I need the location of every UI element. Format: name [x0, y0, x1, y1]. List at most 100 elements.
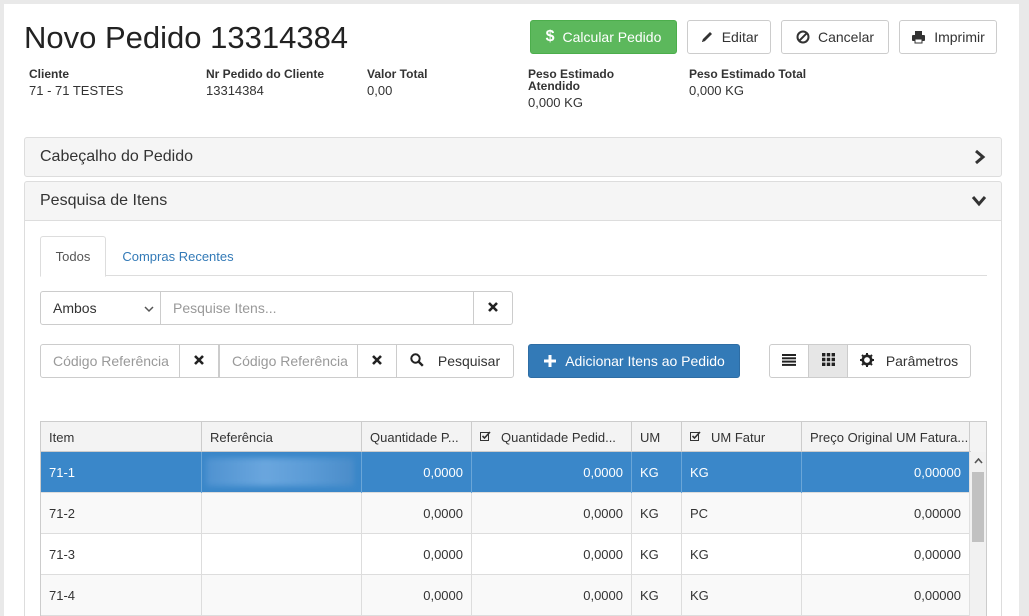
grid-icon	[821, 353, 835, 369]
column-header-label: UM	[640, 429, 661, 445]
dollar-icon: $	[545, 28, 555, 45]
summary-value: 0,000 KG	[528, 95, 583, 110]
cell-quantidade-pedida[interactable]: 0,0000	[472, 575, 632, 616]
cell-item: 71-2	[41, 493, 202, 534]
column-header-preco-original[interactable]: Preço Original UM Fatura...	[802, 422, 970, 452]
search-icon	[410, 352, 424, 370]
list-view-button[interactable]	[769, 344, 809, 378]
summary-label: Valor Total	[367, 67, 428, 81]
codigo-referencia-input-2[interactable]: Código Referência	[219, 344, 358, 378]
summary-label: Atendido	[528, 79, 580, 93]
summary-label: Nr Pedido do Cliente	[206, 67, 325, 81]
summary-nr-pedido: Nr Pedido do Cliente 13314384	[206, 68, 324, 98]
tab-todos[interactable]: Todos	[40, 236, 106, 277]
summary-label: Peso Estimado Total	[689, 67, 807, 81]
cancelar-label: Cancelar	[817, 29, 875, 45]
cell-quantidade-p: 0,0000	[362, 493, 472, 534]
parametros-button[interactable]: Parâmetros	[847, 344, 971, 378]
editar-button[interactable]: Editar	[687, 20, 771, 54]
column-header-um-fatur[interactable]: UM Fatur	[682, 422, 802, 452]
cell-quantidade-pedida[interactable]: 0,0000	[472, 493, 632, 534]
page-title: Novo Pedido 13314384	[24, 20, 349, 55]
table-row[interactable]: 71-2 0,0000 0,0000 KG PC 0,00000	[41, 493, 969, 534]
summary-valor-total: Valor Total 0,00	[367, 68, 427, 98]
adicionar-itens-label: Adicionar Itens ao Pedido	[565, 353, 725, 369]
chevron-right-icon	[973, 149, 987, 170]
summary-cliente: Cliente 71 - 71 TESTES	[29, 68, 123, 98]
clear-itens-button[interactable]	[473, 291, 513, 325]
summary-peso-total: Peso Estimado Total 0,000 KG	[689, 68, 806, 98]
cell-quantidade-pedida[interactable]: 0,0000	[472, 534, 632, 575]
calcular-pedido-label: Calcular Pedido	[562, 29, 662, 45]
column-header-um[interactable]: UM	[632, 422, 682, 452]
close-icon	[193, 353, 205, 369]
clear-codigo-2-button[interactable]	[357, 344, 397, 378]
scope-select-value: Ambos	[53, 300, 97, 316]
column-header-label: Referência	[210, 429, 273, 445]
page: Novo Pedido 13314384 $ Calcular Pedido E…	[4, 4, 1019, 616]
cell-um: KG	[632, 534, 682, 575]
cell-um: KG	[632, 575, 682, 616]
tab-label: Todos	[55, 249, 91, 264]
scope-select[interactable]: Ambos	[40, 291, 161, 325]
tab-compras-recentes[interactable]: Compras Recentes	[108, 236, 248, 276]
print-icon	[911, 30, 926, 44]
table-row[interactable]: 71-3 0,0000 0,0000 KG KG 0,00000	[41, 534, 969, 575]
gear-icon	[859, 352, 874, 370]
itens-search-placeholder: Pesquise Itens...	[173, 300, 277, 316]
codigo-referencia-placeholder: Código Referência	[232, 353, 348, 369]
cell-um-fatur[interactable]: PC	[682, 493, 802, 534]
checkbox-icon	[480, 430, 491, 445]
column-header-item[interactable]: Item	[41, 422, 202, 452]
grid-view-button[interactable]	[808, 344, 848, 378]
panel-cabecalho-header[interactable]: Cabeçalho do Pedido	[24, 137, 1002, 177]
panel-title: Cabeçalho do Pedido	[40, 148, 194, 165]
column-header-label: Quantidade P...	[370, 429, 459, 445]
ban-icon	[796, 30, 810, 44]
codigo-referencia-input-1[interactable]: Código Referência	[40, 344, 180, 378]
close-icon	[371, 353, 383, 369]
parametros-label: Parâmetros	[885, 353, 959, 369]
editar-label: Editar	[721, 29, 759, 45]
panel-pesquisa-header[interactable]: Pesquisa de Itens	[24, 181, 1002, 221]
cell-preco-original: 0,00000	[914, 588, 961, 603]
scrollbar-thumb[interactable]	[972, 472, 984, 542]
cell-quantidade-p: 0,0000	[362, 534, 472, 575]
scroll-up-icon[interactable]	[970, 452, 986, 470]
column-header-label: Item	[49, 429, 75, 445]
cell-um-fatur[interactable]: KG	[682, 452, 802, 493]
cell-referencia	[202, 493, 362, 534]
table-row[interactable]: 71-4 0,0000 0,0000 KG KG 0,00000	[41, 575, 969, 616]
itens-search-input[interactable]: Pesquise Itens...	[160, 291, 474, 325]
summary-peso-atendido: Peso Estimado Atendido 0,000 KG	[528, 68, 614, 110]
calcular-pedido-button[interactable]: $ Calcular Pedido	[530, 20, 677, 54]
pesquisar-button[interactable]: Pesquisar	[396, 344, 514, 378]
plus-icon	[543, 354, 557, 368]
column-header-label: UM Fatur	[711, 429, 766, 445]
checkbox-icon	[690, 430, 701, 445]
column-header-quantidade-p[interactable]: Quantidade P...	[362, 422, 472, 452]
column-header-label: Preço Original UM Fatura...	[810, 429, 969, 445]
clear-codigo-1-button[interactable]	[179, 344, 219, 378]
chevron-down-icon	[971, 194, 987, 213]
cell-quantidade-p: 0,0000	[362, 575, 472, 616]
grid-scrollbar[interactable]	[969, 452, 986, 616]
adicionar-itens-button[interactable]: Adicionar Itens ao Pedido	[528, 344, 740, 378]
cell-um-fatur[interactable]: KG	[682, 575, 802, 616]
cancelar-button[interactable]: Cancelar	[781, 20, 889, 54]
list-icon	[782, 353, 796, 369]
redacted-referencia	[206, 458, 354, 486]
close-icon	[487, 300, 499, 316]
table-row[interactable]: 71-1 0,0000 0,0000 KG KG 0,00000	[41, 452, 969, 493]
imprimir-button[interactable]: Imprimir	[899, 20, 997, 54]
cell-quantidade-pedida[interactable]: 0,0000	[472, 452, 632, 493]
cell-um-fatur[interactable]: KG	[682, 534, 802, 575]
column-header-referencia[interactable]: Referência	[202, 422, 362, 452]
column-header-quantidade-pedida[interactable]: Quantidade Pedid...	[472, 422, 632, 452]
cell-referencia	[202, 452, 362, 493]
summary-label: Peso Estimado	[528, 67, 615, 81]
cell-item: 71-3	[41, 534, 202, 575]
cell-quantidade-p: 0,0000	[362, 452, 472, 493]
summary-value: 0,000 KG	[689, 83, 744, 98]
panel-title: Pesquisa de Itens	[40, 192, 168, 209]
